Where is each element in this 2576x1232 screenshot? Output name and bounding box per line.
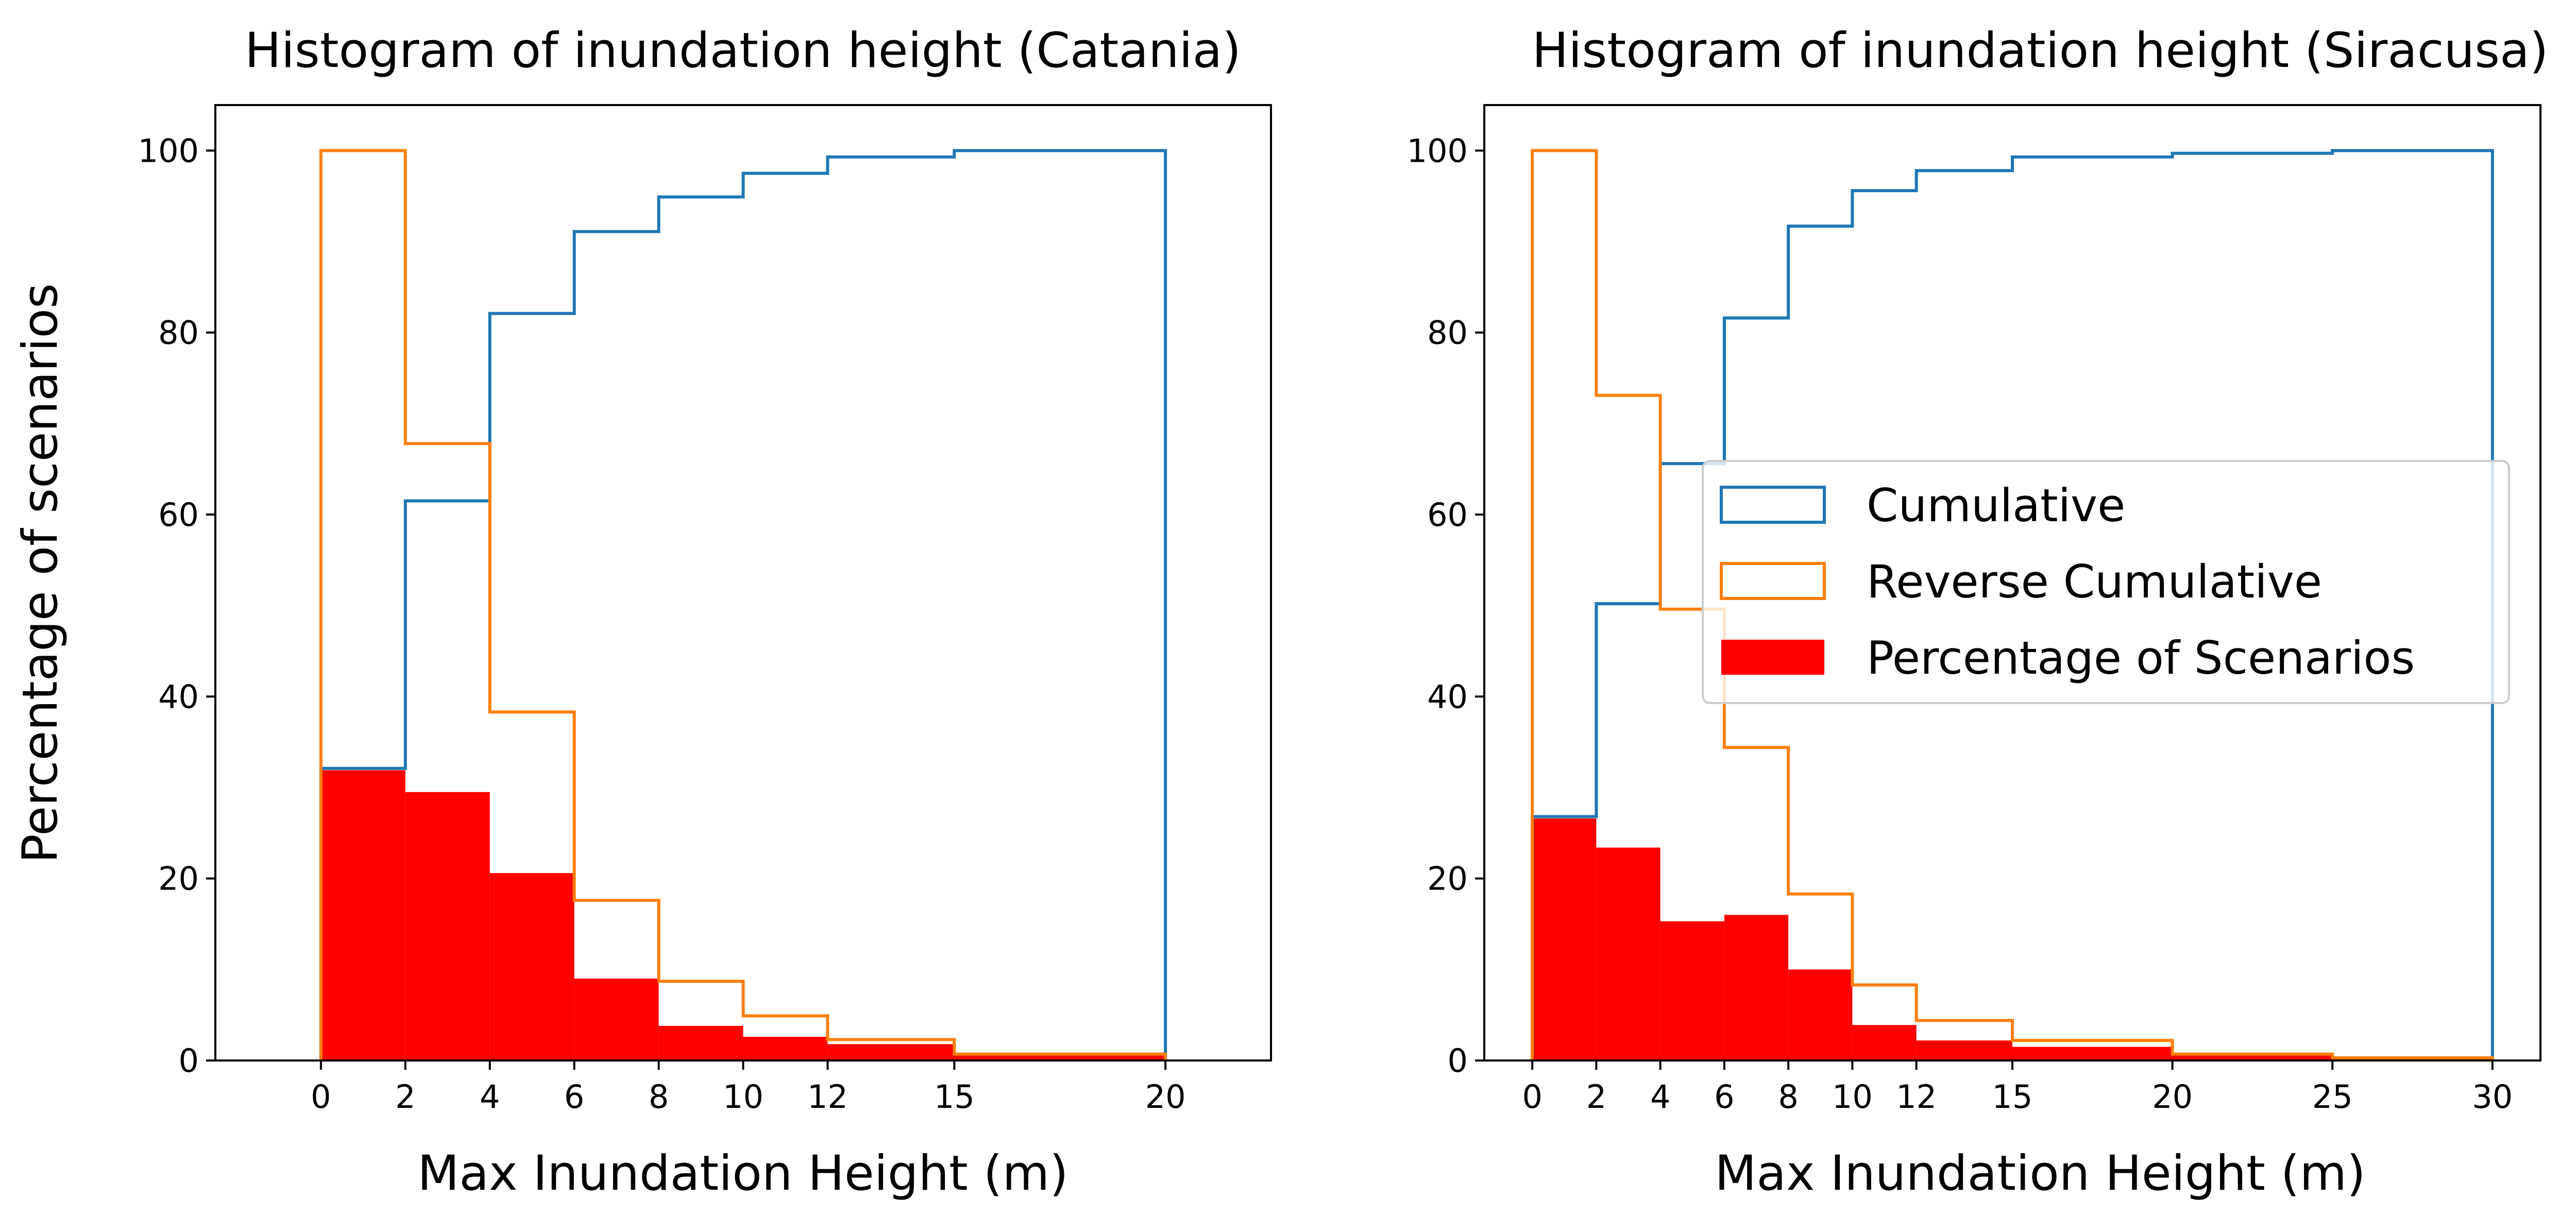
x-tick-label: 0 <box>311 1078 331 1116</box>
y-tick-label: 80 <box>1427 314 1468 352</box>
x-tick-label: 20 <box>1145 1078 1186 1116</box>
x-tick-label: 6 <box>1714 1078 1734 1116</box>
x-tick-label: 6 <box>564 1078 584 1116</box>
y-axis-label: Percentage of scenarios <box>12 283 69 863</box>
y-tick-label: 20 <box>158 860 199 898</box>
y-tick-label: 40 <box>158 678 199 715</box>
x-tick-label: 8 <box>1778 1078 1798 1116</box>
step-line-cumulative <box>319 149 1167 1060</box>
legend-box <box>1702 460 2510 704</box>
histogram-bar-percentage-of-scenarios <box>1596 847 1660 1060</box>
legend-swatch-cumulative <box>1720 486 1826 524</box>
y-tick-label: 60 <box>158 496 199 534</box>
plot-area: 0 2 4 6 8 10 12 15 20 25 30 0 20 40 60 80 100 Cumulative R… <box>1407 104 2541 1116</box>
histogram-bar-percentage-of-scenarios <box>658 1025 743 1060</box>
histogram-bar-percentage-of-scenarios <box>954 1054 1166 1060</box>
histogram-bar-percentage-of-scenarios <box>1852 1025 1917 1060</box>
x-tick-label: 20 <box>2152 1078 2193 1116</box>
histogram-bar-percentage-of-scenarios <box>1788 969 1853 1060</box>
legend-label: Reverse Cumulative <box>1867 555 2322 608</box>
plot-area: 0 2 4 6 8 10 12 15 20 0 20 40 60 80 100 <box>138 104 1272 1116</box>
x-tick-label: 10 <box>723 1078 764 1116</box>
histogram-bar-percentage-of-scenarios <box>2172 1055 2333 1060</box>
chart-panel-siracusa: Histogram of inundation height (Siracusa… <box>1407 23 2549 1202</box>
histogram-bar-percentage-of-scenarios <box>320 770 405 1060</box>
x-tick-label: 12 <box>1896 1078 1937 1116</box>
histogram-bar-percentage-of-scenarios <box>2012 1047 2173 1060</box>
step-line-reverse-cumulative <box>319 149 1167 1060</box>
histogram-bar-percentage-of-scenarios <box>1916 1040 2012 1060</box>
y-tick-label: 0 <box>179 1042 199 1080</box>
y-tick-label: 20 <box>1427 860 1468 898</box>
chart-title: Histogram of inundation height (Siracusa… <box>1532 23 2549 79</box>
histogram-bar-percentage-of-scenarios <box>743 1037 828 1060</box>
chart-title: Histogram of inundation height (Catania) <box>245 23 1241 79</box>
x-tick-label: 15 <box>934 1078 975 1116</box>
x-tick-label: 15 <box>1992 1078 2033 1116</box>
chart-panel-catania: Histogram of inundation height (Catania)… <box>12 23 1272 1202</box>
histogram-bar-percentage-of-scenarios <box>1724 915 1789 1060</box>
histogram-bar-percentage-of-scenarios <box>489 873 574 1060</box>
legend-label: Cumulative <box>1867 479 2125 532</box>
x-tick-label: 25 <box>2312 1078 2353 1116</box>
legend: Cumulative Reverse Cumulative Percentage o… <box>1702 460 2510 704</box>
x-tick-label: 2 <box>1586 1078 1606 1116</box>
x-tick-label: 4 <box>480 1078 500 1116</box>
x-axis-label: Max Inundation Height (m) <box>417 1145 1068 1202</box>
histogram-bar-percentage-of-scenarios <box>1532 818 1597 1060</box>
legend-swatch-percentage-of-scenarios <box>1721 640 1824 675</box>
legend-label: Percentage of Scenarios <box>1867 631 2415 685</box>
histogram-bar-percentage-of-scenarios <box>405 792 490 1060</box>
y-tick-label: 100 <box>138 132 199 169</box>
x-tick-label: 4 <box>1650 1078 1670 1116</box>
histogram-bar-percentage-of-scenarios <box>827 1044 955 1060</box>
histogram-bar-percentage-of-scenarios <box>574 979 659 1060</box>
y-tick-label: 60 <box>1427 496 1468 534</box>
y-tick-label: 80 <box>158 314 199 352</box>
y-tick-label: 0 <box>1448 1042 1468 1080</box>
x-tick-label: 8 <box>649 1078 669 1116</box>
x-tick-label: 30 <box>2472 1078 2513 1116</box>
x-tick-label: 0 <box>1522 1078 1542 1116</box>
x-tick-label: 2 <box>395 1078 415 1116</box>
y-tick-label: 100 <box>1407 132 1468 169</box>
step-line-reverse-cumulative <box>1531 149 2494 1060</box>
x-axis-label: Max Inundation Height (m) <box>1715 1145 2365 1202</box>
histogram-bar-percentage-of-scenarios <box>1660 921 1724 1060</box>
legend-swatch-reverse-cumulative <box>1720 562 1826 600</box>
x-tick-label: 12 <box>807 1078 848 1116</box>
x-tick-label: 10 <box>1832 1078 1873 1116</box>
y-tick-label: 40 <box>1427 678 1468 715</box>
step-line-cumulative <box>1531 149 2494 1060</box>
